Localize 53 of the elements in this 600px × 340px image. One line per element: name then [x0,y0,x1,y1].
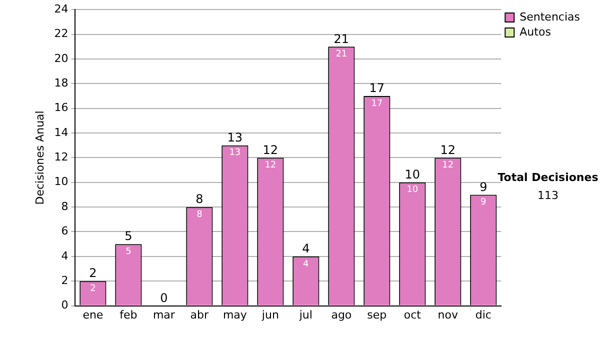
total-label: 9 [480,180,488,194]
x-tick-label: mar [152,308,176,322]
y-tick-label: 16 [54,101,68,114]
data-label: 17 [371,98,383,109]
x-tick-label: ene [82,308,104,322]
data-label: 21 [336,49,348,60]
data-label: 10 [406,185,418,196]
y-tick-label: 10 [54,175,68,188]
data-label: 12 [442,160,454,171]
x-tick-label: sep [367,308,387,322]
y-tick-label: 6 [61,224,68,238]
y-tick-label: 8 [61,200,68,213]
total-label: 21 [334,32,350,46]
total-label: 4 [302,242,310,256]
y-tick-label: 22 [54,27,68,40]
text: 113 [538,188,558,202]
x-tick-label: nov [438,308,458,322]
x-tick-label: oct [404,308,422,322]
data-label: 13 [229,148,241,158]
y-tick-label: 4 [61,249,68,262]
data-label: 9 [480,198,487,208]
total-label: 12 [440,142,456,157]
y-tick-label: 12 [54,150,68,164]
y-tick-label: 2 [61,274,68,287]
x-tick-label: ago [331,308,352,322]
x-tick-label: may [222,308,248,322]
y-tick-label: 14 [54,126,68,139]
total-label: 0 [160,290,168,305]
total-label: 2 [89,266,97,280]
x-tick-label: abr [190,308,210,322]
total-label: 12 [262,142,278,157]
data-label: 5 [126,246,132,257]
total-label: 13 [227,130,243,144]
legend-label: Sentencias [520,10,580,24]
legend-label: Autos [520,25,552,38]
y-tick-label: 24 [54,2,68,16]
x-tick-label: dic [475,308,492,322]
total-label: 8 [196,192,204,206]
total-label: 10 [404,168,420,182]
y-tick-label: 20 [54,52,68,65]
data-label: 4 [303,259,310,270]
total-label: 17 [369,81,385,96]
data-label: 2 [90,284,96,294]
x-tick-label: feb [120,308,138,322]
data-label: 12 [264,160,276,171]
y-tick-label: 0 [61,298,68,312]
x-tick-label: jul [298,308,312,322]
y-tick-label: 18 [54,76,68,90]
total-label: 5 [124,229,132,244]
y-axis-title: Decisiones Anual [33,110,46,205]
data-label: 8 [196,210,203,220]
x-tick-label: jun [260,308,279,322]
annotation: Total Decisiones [498,170,599,184]
